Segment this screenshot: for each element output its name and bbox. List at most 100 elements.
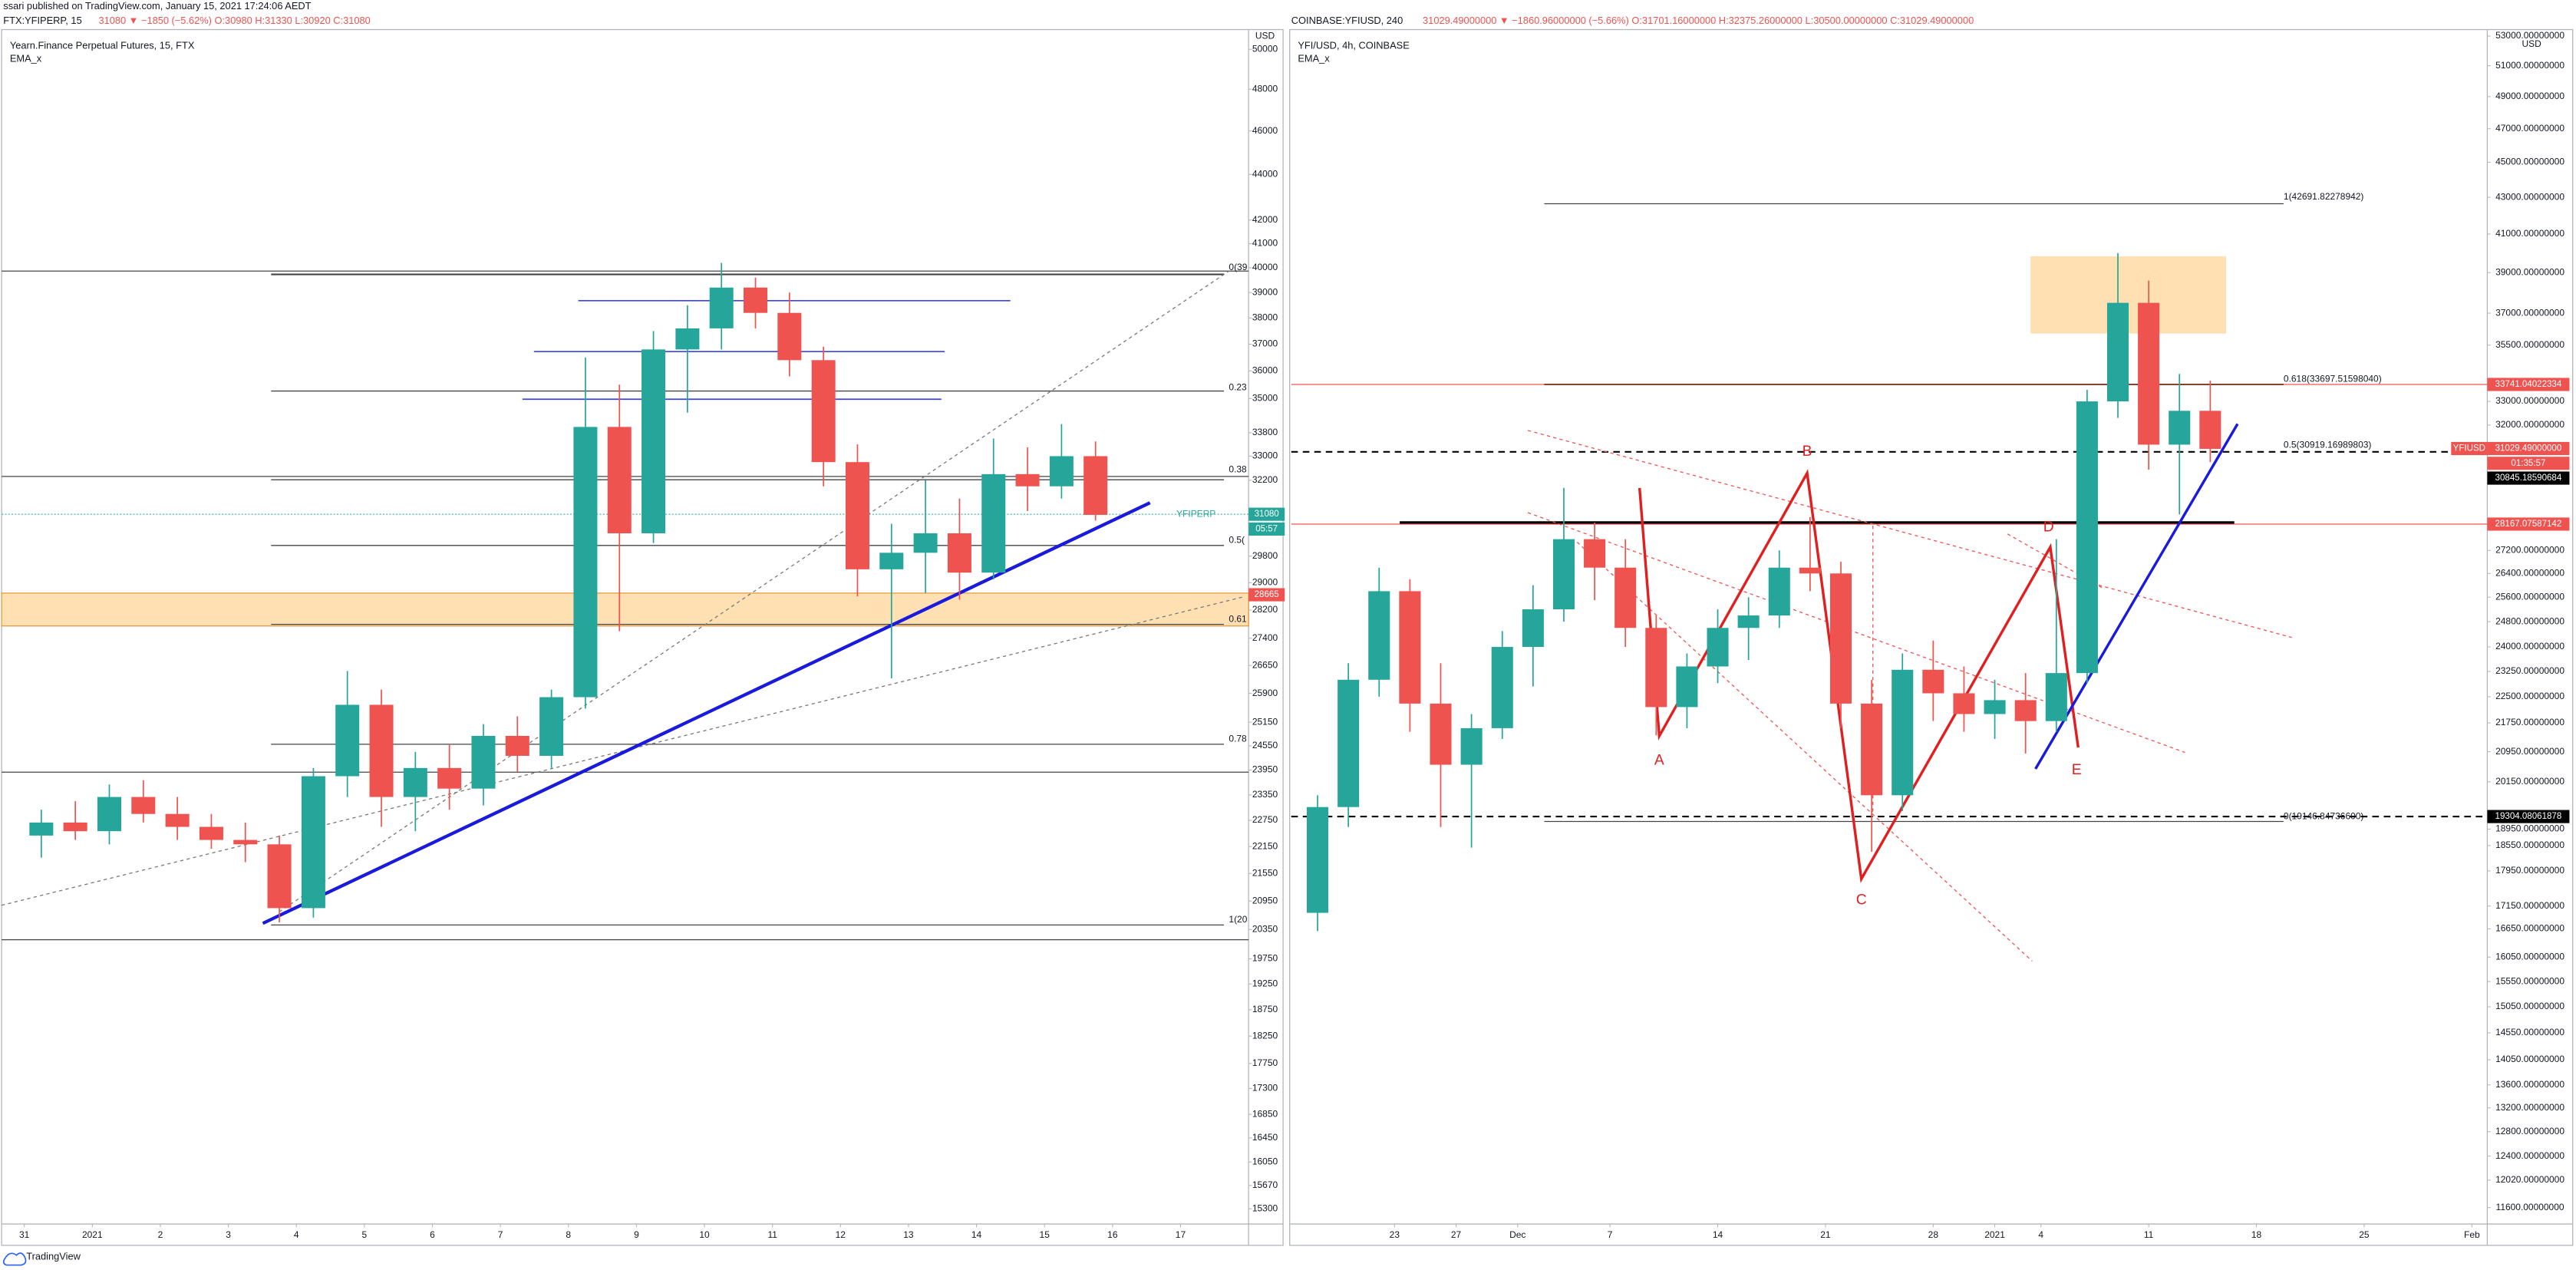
y-tick-label: 37000.00000000 xyxy=(2495,307,2564,318)
y-tick-label: 29000 xyxy=(1252,577,1278,588)
y-tick-label: 27200.00000000 xyxy=(2495,544,2564,555)
x-tick-label: 31 xyxy=(19,1229,30,1240)
candle-body xyxy=(1368,591,1390,680)
y-tick-label: 32200 xyxy=(1252,474,1278,485)
quote: 31080 ▼ −1850 (−5.62%) O:30980 H:31330 L… xyxy=(98,15,370,26)
x-tick-label: 2021 xyxy=(1984,1229,2005,1240)
candle-body xyxy=(1799,567,1821,574)
candle-body xyxy=(1430,703,1452,765)
x-tick-label: 2021 xyxy=(82,1229,103,1240)
wave-label: A xyxy=(1654,752,1664,768)
candle-body xyxy=(1399,591,1421,704)
candle-body xyxy=(2169,411,2191,445)
y-tick-label: 16650.00000000 xyxy=(2495,923,2564,934)
price-tag: 31080 xyxy=(1255,510,1279,519)
candle-body xyxy=(1307,807,1329,913)
x-tick-label: 8 xyxy=(566,1229,571,1240)
fib-label: 0(39 xyxy=(1229,262,1247,272)
fib-label: 1(42691.82278942) xyxy=(2284,191,2363,202)
y-tick-label: 15050.00000000 xyxy=(2495,1001,2564,1011)
x-tick-label: 7 xyxy=(498,1229,503,1240)
candle-body xyxy=(947,533,971,573)
candle-body xyxy=(675,328,700,350)
wave-label: B xyxy=(1803,444,1812,460)
candle-body xyxy=(539,697,564,756)
y-tick-label: 23350 xyxy=(1252,789,1278,800)
candle-body xyxy=(505,735,529,756)
x-tick-label: 10 xyxy=(699,1229,710,1240)
x-tick-label: 14 xyxy=(1713,1229,1723,1240)
candle-body xyxy=(1084,456,1108,515)
x-tick-label: 2 xyxy=(158,1229,163,1240)
y-tick-label: 37000 xyxy=(1252,338,1278,349)
fib-label: 0.618(33697.51598040) xyxy=(2284,374,2382,384)
candle-body xyxy=(301,776,325,909)
x-tick-label: 3 xyxy=(226,1229,231,1240)
x-tick-label: 12 xyxy=(836,1229,846,1240)
y-tick-label: 12020.00000000 xyxy=(2495,1174,2564,1185)
wave-label: C xyxy=(1856,892,1867,908)
fib-labels: 0(39 0.23 0.38 0.5( 0.61 0.78 1(20 xyxy=(1229,262,1247,925)
y-tick-label: 49000.00000000 xyxy=(2495,91,2564,101)
y-tick-label: 16050 xyxy=(1252,1156,1278,1166)
candle-body xyxy=(709,287,734,328)
wave-label: E xyxy=(2072,762,2082,778)
y-tick-label: 13600.00000000 xyxy=(2495,1079,2564,1090)
chart-subtitle: EMA_x xyxy=(10,52,42,64)
y-tick-label: 38000 xyxy=(1252,312,1278,323)
symbol-tag: YFIUSD xyxy=(2453,444,2485,454)
candle-body xyxy=(335,704,360,777)
fib-label: 0.5( xyxy=(1229,535,1245,546)
y-tick-label: 36000 xyxy=(1252,365,1278,376)
x-tick-label: 6 xyxy=(430,1229,435,1240)
price-tags: YFIPERP 31080 05:57 28665 33741.04022334… xyxy=(1176,378,2570,823)
candle-body xyxy=(1984,700,2006,714)
y-tick-label: 29800 xyxy=(1252,550,1278,561)
candle-body xyxy=(777,312,802,361)
y-tick-label: 11600.00000000 xyxy=(2496,1202,2564,1212)
candle-body xyxy=(2045,673,2067,721)
y-tick-label: 53000.00000000 xyxy=(2495,30,2564,41)
countdown-tag: 05:57 xyxy=(1255,524,1278,533)
candle-body xyxy=(1953,693,1975,714)
x-tick-label: 28 xyxy=(1928,1229,1939,1240)
candle-body xyxy=(2199,411,2221,449)
y-tick-label: 21750.00000000 xyxy=(2495,717,2564,727)
y-tick-label: 25150 xyxy=(1252,716,1278,727)
candle-body xyxy=(744,287,768,313)
candle-body xyxy=(1861,703,1883,796)
candle-body xyxy=(2076,401,2098,674)
chart-title: Yearn.Finance Perpetual Futures, 15, FTX xyxy=(10,39,195,51)
candle-body xyxy=(1584,539,1606,568)
fib-label: 0.61 xyxy=(1229,613,1247,624)
x-tick-label: 15 xyxy=(1040,1229,1051,1240)
candle-body xyxy=(642,349,666,533)
candle-body xyxy=(1552,539,1575,610)
y-tick-label: 35000 xyxy=(1252,393,1278,404)
y-tick-label: 22750 xyxy=(1252,814,1278,825)
y-tick-label: 23250.00000000 xyxy=(2495,665,2564,676)
axis-unit: USD xyxy=(1255,30,1275,41)
y-tick-label: 18950.00000000 xyxy=(2495,823,2564,834)
y-tick-label: 22150 xyxy=(1252,840,1278,851)
y-tick-label: 16850 xyxy=(1252,1108,1278,1119)
y-tick-label: 39000.00000000 xyxy=(2495,266,2564,277)
fib-label: 0.23 xyxy=(1229,381,1247,392)
x-tick-label: 4 xyxy=(294,1229,299,1240)
y-tick-label: 43000.00000000 xyxy=(2495,191,2564,202)
left-drawings xyxy=(1,270,1249,941)
y-tick-label: 33000 xyxy=(1252,450,1278,461)
x-tick-label: 16 xyxy=(1107,1229,1118,1240)
candle-body xyxy=(879,553,904,569)
candle-body xyxy=(1522,609,1544,648)
y-tick-label: 19750 xyxy=(1252,953,1278,964)
candle-body xyxy=(913,533,938,553)
candle-body xyxy=(1892,669,1914,796)
candle-body xyxy=(199,826,223,840)
y-tick-label: 22500.00000000 xyxy=(2495,691,2564,701)
candle-body xyxy=(1737,615,1760,628)
x-tick-label: Feb xyxy=(2464,1229,2480,1240)
candle-body xyxy=(811,360,836,463)
